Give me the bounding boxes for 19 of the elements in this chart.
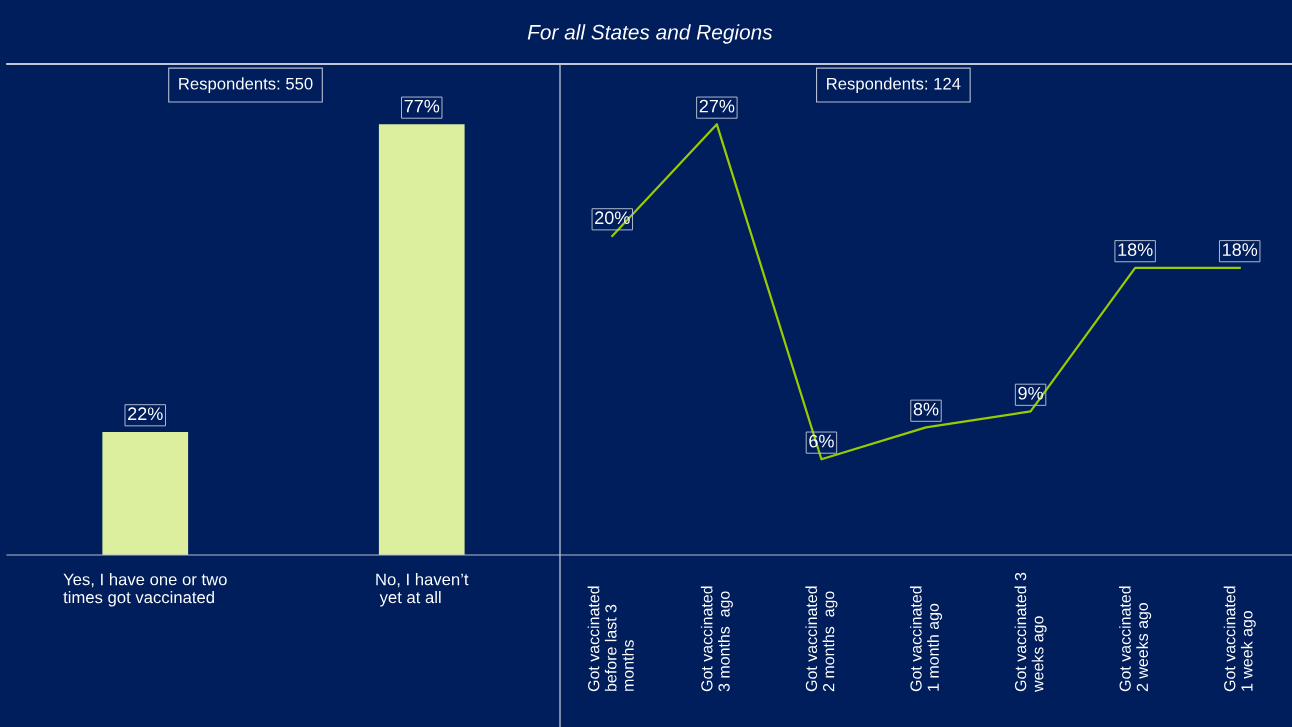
data-label: 20%	[595, 211, 630, 225]
data-label: 9%	[1018, 386, 1043, 400]
x-tick-label: Got vaccinated 3 weeks ago	[1014, 572, 1047, 692]
data-label: 8%	[913, 402, 939, 416]
chart-title: For all States and Regions	[527, 24, 773, 44]
text: Respondents: 550	[179, 77, 313, 93]
data-label: 27%	[699, 99, 735, 113]
data-label: 18%	[1118, 243, 1153, 257]
x-tick-label: No, I haven’t yet at all	[376, 573, 469, 607]
x-tick-label: Got vaccinated before last 3 months	[587, 586, 634, 692]
x-tick-label: Got vaccinated 1 month ago	[909, 586, 943, 692]
x-tick-label: Yes, I have one or two times got vaccinated	[63, 573, 227, 607]
data-label: 22%	[128, 407, 163, 421]
x-tick-label: Got vaccinated 3 months ago	[700, 586, 733, 692]
x-tick-label: Got vaccinated 2 months ago	[805, 586, 838, 692]
data-label: 18%	[1223, 243, 1258, 257]
data-label: 77%	[404, 99, 440, 113]
x-tick-label: Got vaccinated 1 week ago	[1223, 586, 1256, 692]
text: Respondents: 124	[827, 77, 961, 93]
